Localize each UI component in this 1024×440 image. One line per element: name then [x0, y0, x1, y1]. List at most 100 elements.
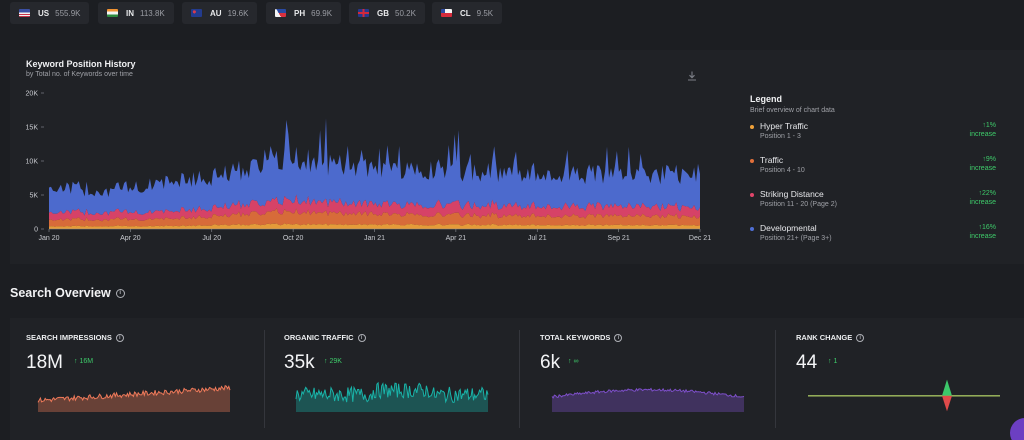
- stat-label: SEARCH IMPRESSIONS i: [26, 333, 124, 342]
- y-tick-label: 15K: [26, 125, 39, 132]
- impressions-sparkline: [37, 384, 231, 412]
- sparkline-area: [552, 388, 744, 412]
- country-code: AU: [210, 8, 222, 18]
- stat-label: RANK CHANGE i: [796, 333, 865, 342]
- stat-divider: [519, 330, 520, 428]
- search-overview-card: SEARCH IMPRESSIONS i 18M ↑ 16M ORGANIC TR…: [10, 318, 1024, 440]
- legend-dot: [750, 159, 754, 163]
- legend-item-striking-distance: Striking Distance Position 11 - 20 (Page…: [750, 189, 1002, 216]
- country-code: CL: [460, 8, 471, 18]
- stat-delta: ↑ 1: [828, 358, 838, 365]
- search-overview-title: Search Overview i: [10, 286, 125, 300]
- country-chip-cl[interactable]: CL 9.5K: [432, 2, 503, 24]
- stat-divider: [264, 330, 265, 428]
- x-tick-label: Dec 21: [689, 235, 711, 242]
- x-tick-label: Oct 20: [283, 235, 304, 242]
- legend-subtitle: Brief overview of chart data: [750, 107, 835, 114]
- country-keyword-count: 19.6K: [227, 8, 249, 18]
- legend-dot: [750, 125, 754, 129]
- sparkline-area: [38, 385, 230, 412]
- legend-item-change-note: increase: [969, 165, 996, 172]
- sparkline-line: [37, 384, 231, 403]
- country-keyword-count: 50.2K: [395, 8, 416, 18]
- info-icon[interactable]: i: [357, 333, 366, 342]
- country-keyword-count: 555.9K: [55, 8, 81, 18]
- legend-item-range: Position 21+ (Page 3+): [760, 235, 832, 242]
- info-icon[interactable]: i: [115, 288, 125, 298]
- stat-delta-value: 1: [833, 358, 838, 365]
- stat-label-text: TOTAL KEYWORDS: [540, 333, 611, 342]
- x-tick-label: Jan 21: [364, 235, 385, 242]
- stat-value: 44: [796, 352, 818, 373]
- country-keyword-count: 69.9K: [311, 8, 333, 18]
- stat-divider: [775, 330, 776, 428]
- country-chip-in[interactable]: IN 113.8K: [98, 2, 174, 24]
- info-icon[interactable]: i: [856, 333, 865, 342]
- x-tick-label: Apr 21: [446, 235, 467, 242]
- gb-flag-icon: [358, 9, 369, 17]
- ph-flag-icon: [275, 9, 286, 17]
- y-tick-label: 0: [34, 227, 38, 234]
- country-chip-us[interactable]: US 555.9K: [10, 2, 90, 24]
- in-flag-icon: [107, 9, 118, 17]
- stat-value: 6k: [540, 352, 561, 373]
- stat-label-text: ORGANIC TRAFFIC: [284, 333, 354, 342]
- series-area-developmental[interactable]: [49, 118, 700, 216]
- stat-delta: ↑ 29K: [324, 358, 342, 365]
- stat-delta-value: ∞: [573, 358, 579, 365]
- x-tick-label: Jul 21: [528, 235, 547, 242]
- keyword-position-history-card: 0 5K 10K 15K 20K Jan 20 Apr 20 Jul 20 Oct 20 Jan …: [10, 50, 1024, 264]
- x-tick-label: Jan 20: [38, 235, 59, 242]
- info-icon[interactable]: i: [115, 333, 124, 342]
- country-chip-gb[interactable]: GB 50.2K: [349, 2, 425, 24]
- total-keywords-sparkline: [551, 387, 745, 412]
- legend-item-change: ↑1%: [982, 122, 996, 129]
- country-keyword-count: 9.5K: [476, 8, 494, 18]
- series-area-traffic[interactable]: [49, 208, 700, 227]
- country-code: GB: [377, 8, 389, 18]
- country-keyword-count: 113.8K: [140, 8, 165, 18]
- stat-label-text: SEARCH IMPRESSIONS: [26, 333, 112, 342]
- country-chip-au[interactable]: AU 19.6K: [182, 2, 258, 24]
- stat-search-impressions: SEARCH IMPRESSIONS i 18M ↑ 16M: [26, 318, 276, 440]
- rank-change-sparkline: [808, 379, 1000, 412]
- chart-legend: Legend Brief overview of chart data Hype…: [750, 94, 1002, 250]
- au-flag-icon: [191, 9, 202, 17]
- legend-item-change: ↑22%: [978, 190, 996, 197]
- legend-item-change-note: increase: [969, 233, 996, 240]
- series-area-striking-distance[interactable]: [49, 194, 700, 222]
- chart-title: Keyword Position History: [26, 59, 136, 69]
- legend-item-range: Position 1 - 3: [760, 133, 801, 140]
- chart-subtitle: by Total no. of Keywords over time: [26, 71, 133, 78]
- country-code: PH: [294, 8, 306, 18]
- info-icon[interactable]: i: [614, 333, 623, 342]
- x-tick-label: Apr 20: [120, 235, 141, 242]
- legend-item-range: Position 11 - 20 (Page 2): [760, 201, 837, 208]
- stat-delta: ↑ 16M: [74, 358, 94, 365]
- legend-title: Legend: [750, 94, 783, 104]
- stat-label: ORGANIC TRAFFIC i: [284, 333, 366, 342]
- legend-dot: [750, 193, 754, 197]
- stat-label: TOTAL KEYWORDS i: [540, 333, 623, 342]
- sparkline-spike-up: [942, 379, 952, 396]
- stat-rank-change: RANK CHANGE i 44 ↑ 1: [796, 318, 1024, 440]
- series-area-hyper-traffic[interactable]: [49, 223, 700, 229]
- legend-item-traffic: Traffic Position 4 - 10 ↑9% increase: [750, 155, 1002, 182]
- country-code: IN: [126, 8, 134, 18]
- x-tick-label: Jul 20: [202, 235, 221, 242]
- stat-organic-traffic: ORGANIC TRAFFIC i 35k ↑ 29K: [284, 318, 534, 440]
- legend-item-change-note: increase: [969, 199, 996, 206]
- stat-value: 18M: [26, 352, 63, 373]
- legend-item-name: Striking Distance: [760, 189, 824, 199]
- download-icon[interactable]: [686, 70, 698, 82]
- sparkline-area: [296, 382, 488, 412]
- legend-item-name: Developmental: [760, 223, 817, 233]
- stat-delta: ↑ ∞: [568, 358, 579, 365]
- help-launcher-button[interactable]: [1010, 418, 1024, 440]
- country-chip-ph[interactable]: PH 69.9K: [266, 2, 342, 24]
- legend-item-change-note: increase: [969, 131, 996, 138]
- stat-label-text: RANK CHANGE: [796, 333, 853, 342]
- sparkline-spike-down: [942, 395, 952, 412]
- legend-item-name: Hyper Traffic: [760, 121, 809, 131]
- organic-traffic-sparkline: [295, 381, 489, 412]
